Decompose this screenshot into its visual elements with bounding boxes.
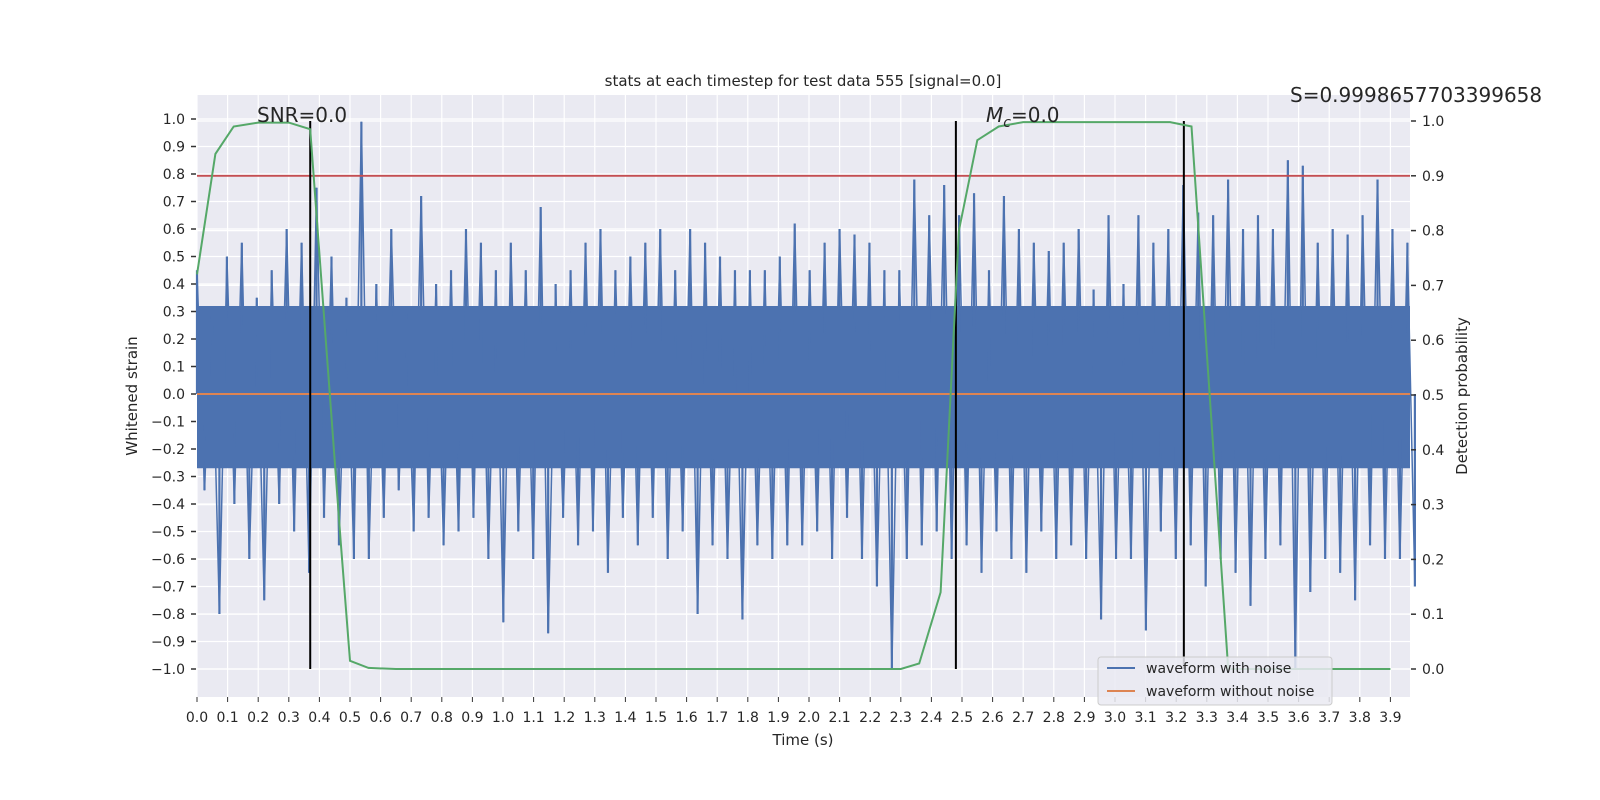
y-tick-label: 0.4 [163,277,185,293]
x-tick-label: 0.4 [308,710,330,726]
right-y-tick-label: 0.6 [1422,333,1444,349]
right-y-tick-label: 0.2 [1422,552,1444,568]
chart-title: stats at each timestep for test data 555… [605,72,1002,90]
legend-label-noise: waveform with noise [1146,661,1291,677]
y-tick-label: 0.8 [163,167,185,183]
x-tick-label: 0.2 [247,710,269,726]
x-tick-label: 3.8 [1349,710,1371,726]
x-tick-label: 3.9 [1379,710,1401,726]
x-tick-label: 2.5 [951,710,973,726]
y-tick-label: 0.3 [163,305,185,321]
x-tick-label: 3.1 [1134,710,1156,726]
right-y-tick-label: 0.0 [1422,662,1444,678]
right-y-tick-label: 0.8 [1422,224,1444,240]
noise-waveform-series [195,121,1416,670]
x-tick-label: 2.2 [859,710,881,726]
x-tick-label: 3.7 [1318,710,1340,726]
y-axis-label: Whitened strain [123,336,141,455]
right-y-tick-label: 1.0 [1422,114,1444,130]
x-tick-label: 1.2 [553,710,575,726]
x-tick-label: 1.3 [584,710,606,726]
x-tick-label: 2.8 [1043,710,1065,726]
noise-waveform-line [196,121,1416,670]
y-tick-label: 0.9 [163,140,185,156]
y-tick-label: 0.2 [163,332,185,348]
x-tick-label: 1.0 [492,710,514,726]
x-tick-label: 2.6 [981,710,1003,726]
mc-symbol: M [986,103,1003,127]
detection-probability-line [196,121,1391,670]
y-tick-label: −0.6 [151,552,185,568]
y-tick-label: −0.1 [151,415,185,431]
x-tick-label: 1.9 [767,710,789,726]
right-y-tick-label: 0.1 [1422,607,1444,623]
x-tick-label: 0.3 [278,710,300,726]
x-tick-label: 0.8 [431,710,453,726]
snr-annotation: SNR=0.0 [257,103,347,127]
x-tick-label: 1.6 [675,710,697,726]
x-tick-label: 0.0 [186,710,208,726]
legend: waveform with noise waveform without noi… [1097,656,1333,706]
x-tick-label: 3.2 [1165,710,1187,726]
right-y-tick-label: 0.4 [1422,443,1444,459]
x-tick-label: 1.4 [614,710,636,726]
x-tick-label: 1.1 [522,710,544,726]
x-tick-label: 3.0 [1104,710,1126,726]
right-y-axis-label: Detection probability [1453,317,1471,475]
y-tick-label: −0.4 [151,497,185,513]
right-y-tick-label: 0.3 [1422,498,1444,514]
y-tick-label: −0.7 [151,580,185,596]
y-axis-ticks: 1.0 0.9 0.8 0.7 0.6 0.5 0.4 0.3 0.2 0.1 0.0 −0.1 −0.… [151,112,196,678]
chirp-mass-annotation: Mc=0.0 [986,103,1060,131]
y-tick-label: −0.8 [151,607,185,623]
x-tick-label: 2.9 [1073,710,1095,726]
y-tick-label: 0.0 [163,387,185,403]
x-tick-label: 0.9 [461,710,483,726]
x-axis-label: Time (s) [772,731,834,749]
x-tick-label: 2.3 [890,710,912,726]
x-tick-label: 3.5 [1257,710,1279,726]
y-tick-label: 0.1 [163,360,185,376]
score-annotation: S=0.9998657703399658 [1290,83,1542,107]
y-tick-label: −0.3 [151,470,185,486]
x-tick-label: 3.6 [1287,710,1309,726]
right-y-tick-label: 0.5 [1422,388,1444,404]
y-tick-label: 1.0 [163,112,185,128]
x-tick-label: 2.0 [798,710,820,726]
right-y-tick-label: 0.7 [1422,278,1444,294]
mc-subscript: c [1003,115,1011,131]
y-tick-label: −0.2 [151,442,185,458]
x-tick-label: 3.4 [1226,710,1248,726]
x-axis-ticks: 0.0 0.1 0.2 0.3 0.4 0.5 0.6 0.7 0.8 0.9 1.0 1.1 1.2 1… [186,697,1402,726]
right-y-axis-ticks: 1.0 0.9 0.8 0.7 0.6 0.5 0.4 0.3 0.2 0.1 0.0 [1411,114,1444,678]
y-tick-label: 0.5 [163,250,185,266]
overlay-lines [196,121,1410,670]
x-tick-label: 1.8 [737,710,759,726]
legend-box [1097,656,1333,706]
x-tick-label: 0.7 [400,710,422,726]
legend-label-clean: waveform without noise [1146,684,1314,700]
y-tick-label: −1.0 [151,662,185,678]
x-tick-label: 2.7 [1012,710,1034,726]
x-tick-label: 0.1 [216,710,238,726]
x-tick-label: 2.4 [920,710,942,726]
x-tick-label: 1.5 [645,710,667,726]
right-y-tick-label: 0.9 [1422,169,1444,185]
y-tick-label: 0.6 [163,222,185,238]
x-tick-label: 0.6 [369,710,391,726]
x-tick-label: 0.5 [339,710,361,726]
mc-value: =0.0 [1011,103,1060,127]
y-tick-label: 0.7 [163,195,185,211]
x-tick-label: 1.7 [706,710,728,726]
x-tick-label: 3.3 [1196,710,1218,726]
x-tick-label: 2.1 [828,710,850,726]
y-tick-label: −0.9 [151,635,185,651]
y-tick-label: −0.5 [151,525,185,541]
